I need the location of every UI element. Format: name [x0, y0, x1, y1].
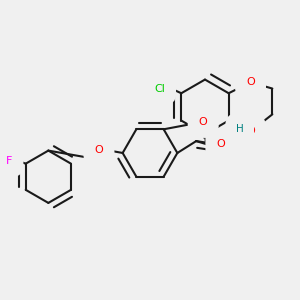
- Text: O: O: [199, 117, 208, 127]
- Text: Cl: Cl: [154, 84, 165, 94]
- Text: F: F: [6, 156, 12, 166]
- Text: O: O: [246, 77, 255, 87]
- Text: O: O: [246, 127, 255, 136]
- Text: O: O: [94, 145, 103, 155]
- Text: O: O: [217, 139, 225, 149]
- Text: H: H: [236, 124, 244, 134]
